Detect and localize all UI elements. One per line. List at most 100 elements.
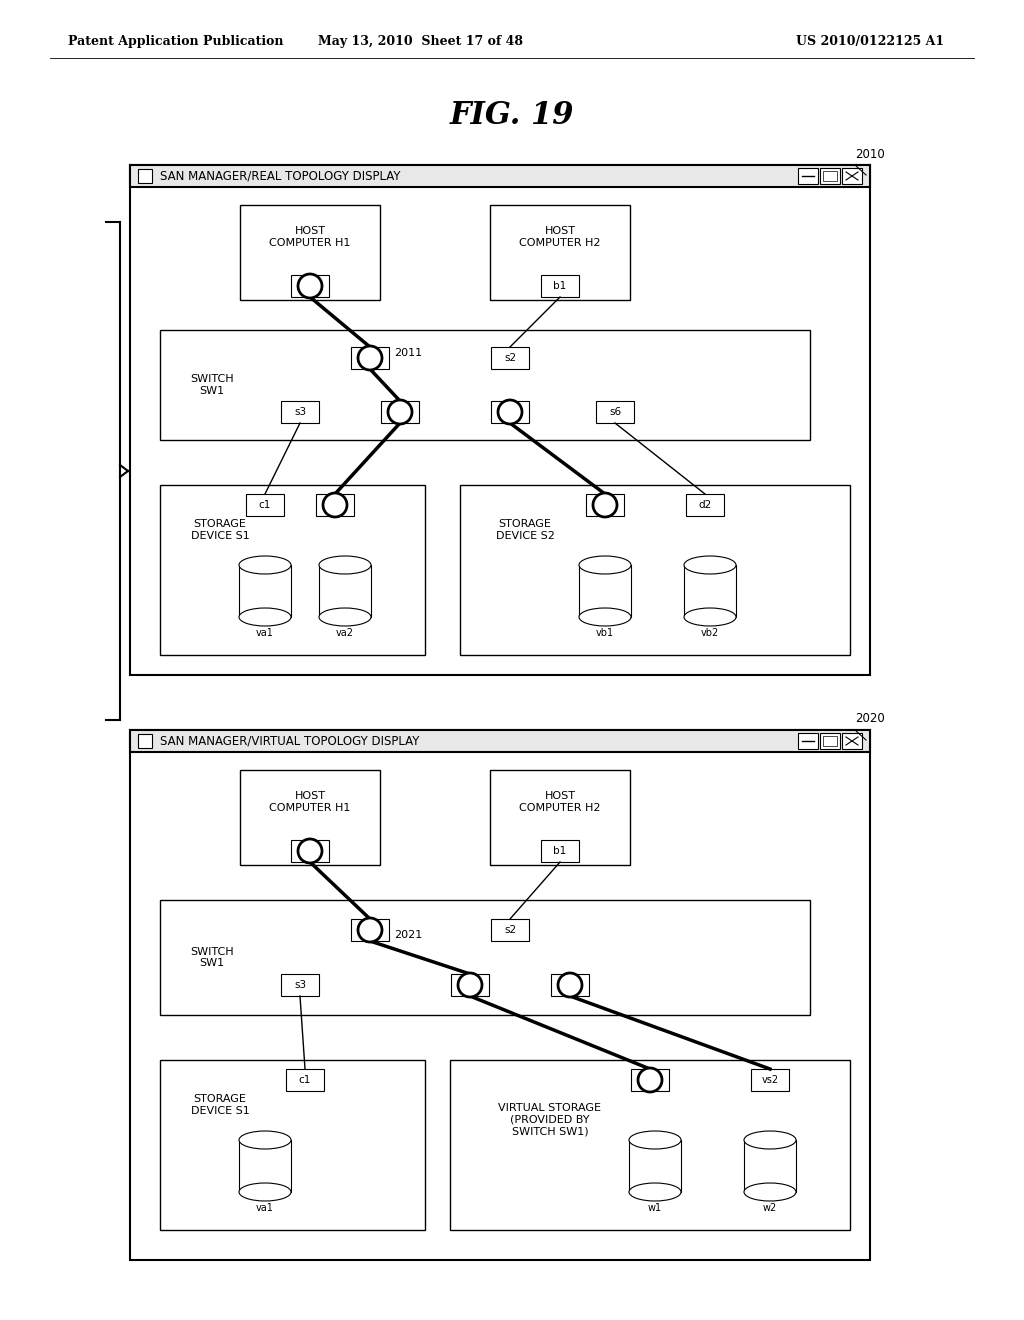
FancyBboxPatch shape bbox=[586, 494, 624, 516]
Text: SWITCH
SW1: SWITCH SW1 bbox=[190, 374, 233, 396]
Text: HOST
COMPUTER H2: HOST COMPUTER H2 bbox=[519, 791, 601, 813]
FancyBboxPatch shape bbox=[842, 733, 862, 748]
FancyBboxPatch shape bbox=[490, 401, 529, 422]
Text: va1: va1 bbox=[256, 628, 274, 638]
Text: HOST
COMPUTER H1: HOST COMPUTER H1 bbox=[269, 791, 350, 813]
FancyBboxPatch shape bbox=[246, 494, 284, 516]
FancyBboxPatch shape bbox=[351, 347, 389, 370]
Text: w1: w1 bbox=[648, 1203, 663, 1213]
Circle shape bbox=[298, 275, 322, 298]
FancyBboxPatch shape bbox=[281, 401, 319, 422]
Text: HOST
COMPUTER H2: HOST COMPUTER H2 bbox=[519, 226, 601, 248]
Circle shape bbox=[458, 973, 482, 997]
FancyBboxPatch shape bbox=[160, 900, 810, 1015]
Text: d2: d2 bbox=[698, 500, 712, 510]
FancyBboxPatch shape bbox=[291, 840, 329, 862]
Text: s3: s3 bbox=[294, 979, 306, 990]
Text: s₁: s₁ bbox=[465, 979, 475, 990]
Text: STORAGE
DEVICE S1: STORAGE DEVICE S1 bbox=[190, 519, 250, 541]
Text: s2: s2 bbox=[564, 979, 577, 990]
Ellipse shape bbox=[239, 1131, 291, 1148]
FancyBboxPatch shape bbox=[381, 401, 419, 422]
Text: STORAGE
DEVICE S1: STORAGE DEVICE S1 bbox=[190, 1094, 250, 1115]
Ellipse shape bbox=[684, 609, 736, 626]
Text: FIG. 19: FIG. 19 bbox=[450, 99, 574, 131]
FancyBboxPatch shape bbox=[160, 330, 810, 440]
FancyBboxPatch shape bbox=[823, 737, 837, 746]
Text: s5: s5 bbox=[504, 407, 516, 417]
FancyBboxPatch shape bbox=[631, 1069, 669, 1092]
FancyBboxPatch shape bbox=[160, 484, 425, 655]
Circle shape bbox=[638, 1068, 662, 1092]
Ellipse shape bbox=[744, 1183, 796, 1201]
Ellipse shape bbox=[239, 1183, 291, 1201]
FancyBboxPatch shape bbox=[351, 919, 389, 941]
Circle shape bbox=[498, 400, 522, 424]
FancyBboxPatch shape bbox=[823, 172, 837, 181]
FancyBboxPatch shape bbox=[286, 1069, 324, 1092]
FancyBboxPatch shape bbox=[460, 484, 850, 655]
Circle shape bbox=[358, 917, 382, 942]
Text: SAN MANAGER/REAL TOPOLOGY DISPLAY: SAN MANAGER/REAL TOPOLOGY DISPLAY bbox=[160, 169, 400, 182]
Text: Patent Application Publication: Patent Application Publication bbox=[68, 36, 284, 49]
Text: HOST
COMPUTER H1: HOST COMPUTER H1 bbox=[269, 226, 350, 248]
Text: s1: s1 bbox=[364, 352, 376, 363]
FancyBboxPatch shape bbox=[820, 733, 840, 748]
FancyBboxPatch shape bbox=[684, 565, 736, 616]
FancyBboxPatch shape bbox=[239, 565, 291, 616]
Ellipse shape bbox=[684, 556, 736, 574]
Text: SWITCH
SW1: SWITCH SW1 bbox=[190, 946, 233, 969]
Text: c1: c1 bbox=[299, 1074, 311, 1085]
Ellipse shape bbox=[319, 609, 371, 626]
FancyBboxPatch shape bbox=[138, 169, 152, 183]
Circle shape bbox=[323, 492, 347, 517]
FancyBboxPatch shape bbox=[490, 205, 630, 300]
FancyBboxPatch shape bbox=[798, 733, 818, 748]
Text: s2: s2 bbox=[504, 352, 516, 363]
Text: va2: va2 bbox=[336, 628, 354, 638]
FancyBboxPatch shape bbox=[319, 565, 371, 616]
FancyBboxPatch shape bbox=[541, 840, 579, 862]
FancyBboxPatch shape bbox=[798, 168, 818, 183]
Text: va1: va1 bbox=[256, 1203, 274, 1213]
Text: w2: w2 bbox=[763, 1203, 777, 1213]
FancyBboxPatch shape bbox=[130, 165, 870, 675]
FancyBboxPatch shape bbox=[490, 347, 529, 370]
Text: b1: b1 bbox=[553, 846, 566, 855]
FancyBboxPatch shape bbox=[240, 770, 380, 865]
FancyBboxPatch shape bbox=[138, 734, 152, 748]
Circle shape bbox=[358, 346, 382, 370]
Circle shape bbox=[388, 400, 412, 424]
Text: vs1: vs1 bbox=[641, 1074, 658, 1085]
Text: vb1: vb1 bbox=[596, 628, 614, 638]
Ellipse shape bbox=[579, 556, 631, 574]
FancyBboxPatch shape bbox=[239, 1140, 291, 1192]
Text: VIRTUAL STORAGE
(PROVIDED BY
SWITCH SW1): VIRTUAL STORAGE (PROVIDED BY SWITCH SW1) bbox=[499, 1104, 601, 1137]
FancyBboxPatch shape bbox=[281, 974, 319, 997]
Text: 2010: 2010 bbox=[855, 149, 885, 161]
FancyBboxPatch shape bbox=[490, 770, 630, 865]
Text: SAN MANAGER/VIRTUAL TOPOLOGY DISPLAY: SAN MANAGER/VIRTUAL TOPOLOGY DISPLAY bbox=[160, 734, 420, 747]
Circle shape bbox=[593, 492, 617, 517]
Text: c1: c1 bbox=[259, 500, 271, 510]
Text: s2: s2 bbox=[504, 925, 516, 935]
Text: c2: c2 bbox=[329, 500, 341, 510]
Text: s6: s6 bbox=[609, 407, 622, 417]
Ellipse shape bbox=[239, 609, 291, 626]
FancyBboxPatch shape bbox=[130, 730, 870, 1261]
FancyBboxPatch shape bbox=[316, 494, 354, 516]
FancyBboxPatch shape bbox=[160, 1060, 425, 1230]
Text: a1: a1 bbox=[303, 846, 316, 855]
FancyBboxPatch shape bbox=[629, 1140, 681, 1192]
FancyBboxPatch shape bbox=[130, 165, 870, 187]
Ellipse shape bbox=[744, 1131, 796, 1148]
FancyBboxPatch shape bbox=[579, 565, 631, 616]
FancyBboxPatch shape bbox=[820, 168, 840, 183]
Ellipse shape bbox=[239, 556, 291, 574]
FancyBboxPatch shape bbox=[541, 275, 579, 297]
FancyBboxPatch shape bbox=[744, 1140, 796, 1192]
Text: 2011: 2011 bbox=[394, 348, 422, 358]
FancyBboxPatch shape bbox=[291, 275, 329, 297]
Text: s3: s3 bbox=[294, 407, 306, 417]
Text: US 2010/0122125 A1: US 2010/0122125 A1 bbox=[796, 36, 944, 49]
